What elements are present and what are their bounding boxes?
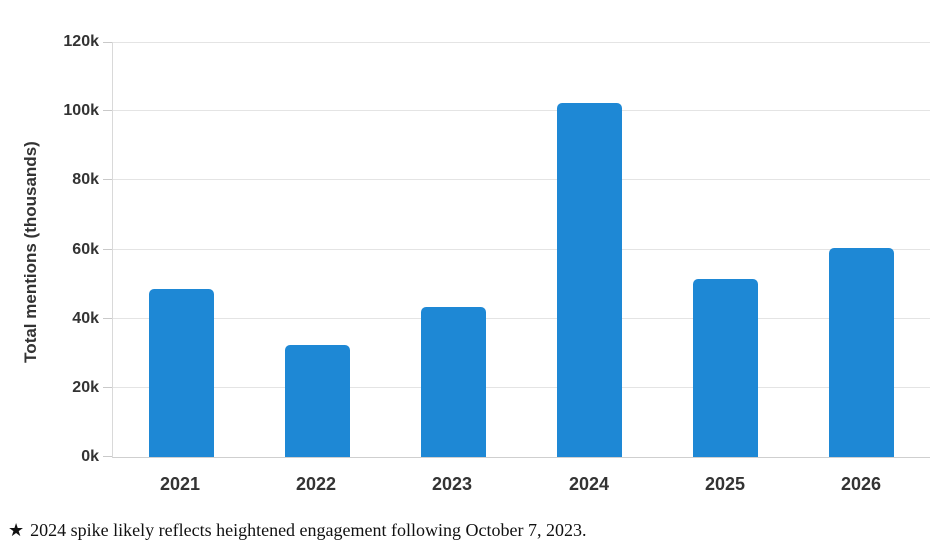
bar-2023 [421, 307, 486, 457]
bar-2022 [285, 345, 350, 457]
y-tickmark-60k [103, 249, 112, 250]
y-tick-label-100k: 100k [63, 102, 99, 119]
x-tick-label-2024: 2024 [568, 474, 610, 494]
gridline-100k [113, 110, 930, 111]
y-tick-label-80k: 80k [72, 171, 99, 188]
y-tick-label-60k: 60k [72, 241, 99, 258]
bar-2026 [829, 248, 894, 457]
x-tick-label-2021: 2021 [159, 474, 201, 494]
y-tickmark-120k [103, 42, 112, 43]
x-tick-label-2022: 2022 [295, 474, 337, 494]
y-tick-label-40k: 40k [72, 310, 99, 327]
y-tick-label-20k: 20k [72, 379, 99, 396]
y-tickmark-80k [103, 179, 112, 180]
gridline-120k [113, 42, 930, 43]
y-tick-label-120k: 120k [63, 33, 99, 50]
bar-2021 [149, 289, 214, 457]
y-tickmark-40k [103, 318, 112, 319]
star-icon: ★ [8, 520, 25, 540]
bar-2025 [693, 279, 758, 457]
gridline-60k [113, 249, 930, 250]
x-tick-label-2025: 2025 [704, 474, 746, 494]
gridline-40k [113, 318, 930, 319]
plot-area [103, 42, 930, 458]
footnote: ★ 2024 spike likely reflects heightened e… [8, 517, 587, 543]
x-tick-label-2023: 2023 [431, 474, 473, 494]
x-tick-label-2026: 2026 [840, 474, 882, 494]
gridline-80k [113, 179, 930, 180]
footnote-text: 2024 spike likely reflects heightened en… [30, 520, 587, 540]
y-tickmark-100k [103, 110, 112, 111]
y-tickmark-0k [103, 456, 112, 457]
y-tickmark-20k [103, 387, 112, 388]
y-tick-label-0k: 0k [81, 448, 99, 465]
gridline-20k [113, 387, 930, 388]
bar-2024 [557, 103, 622, 457]
